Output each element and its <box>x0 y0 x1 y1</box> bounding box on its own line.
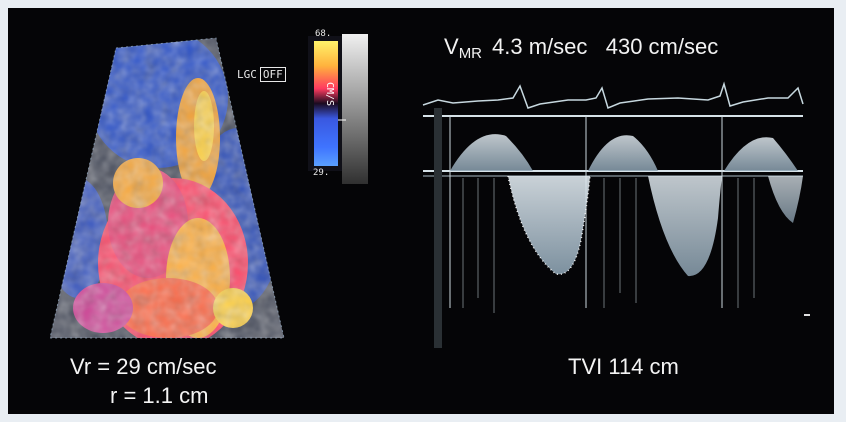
echo-display: LGC OFF 68. 29. CM/S VMR 4.3 m/sec 430 cm/… <box>8 8 834 414</box>
tvi-caption: TVI 114 cm <box>568 354 679 379</box>
gray-scale-bar <box>342 34 368 184</box>
ecg-trace <box>422 81 804 110</box>
scale-max-label: 68. <box>315 29 332 39</box>
spectral-doppler-panel <box>422 81 810 348</box>
lgc-indicator: LGC OFF <box>237 67 286 82</box>
vmr-values: 4.3 m/sec 430 cm/sec <box>492 34 719 59</box>
r-caption: r = 1.1 cm <box>110 383 209 408</box>
vr-caption: Vr = 29 cm/sec <box>70 354 217 379</box>
vmr-subscript: MR <box>458 45 483 62</box>
scale-unit-label: CM/S <box>324 82 335 107</box>
vmr-header: VMR 4.3 m/sec 430 cm/sec <box>444 34 718 62</box>
lgc-state-badge: OFF <box>259 67 286 82</box>
lgc-label: LGC <box>237 68 257 81</box>
velocity-color-scale <box>314 41 338 166</box>
scale-min-label: 29. <box>313 168 330 178</box>
vmr-symbol: V <box>444 34 459 59</box>
doppler-image <box>49 34 810 348</box>
